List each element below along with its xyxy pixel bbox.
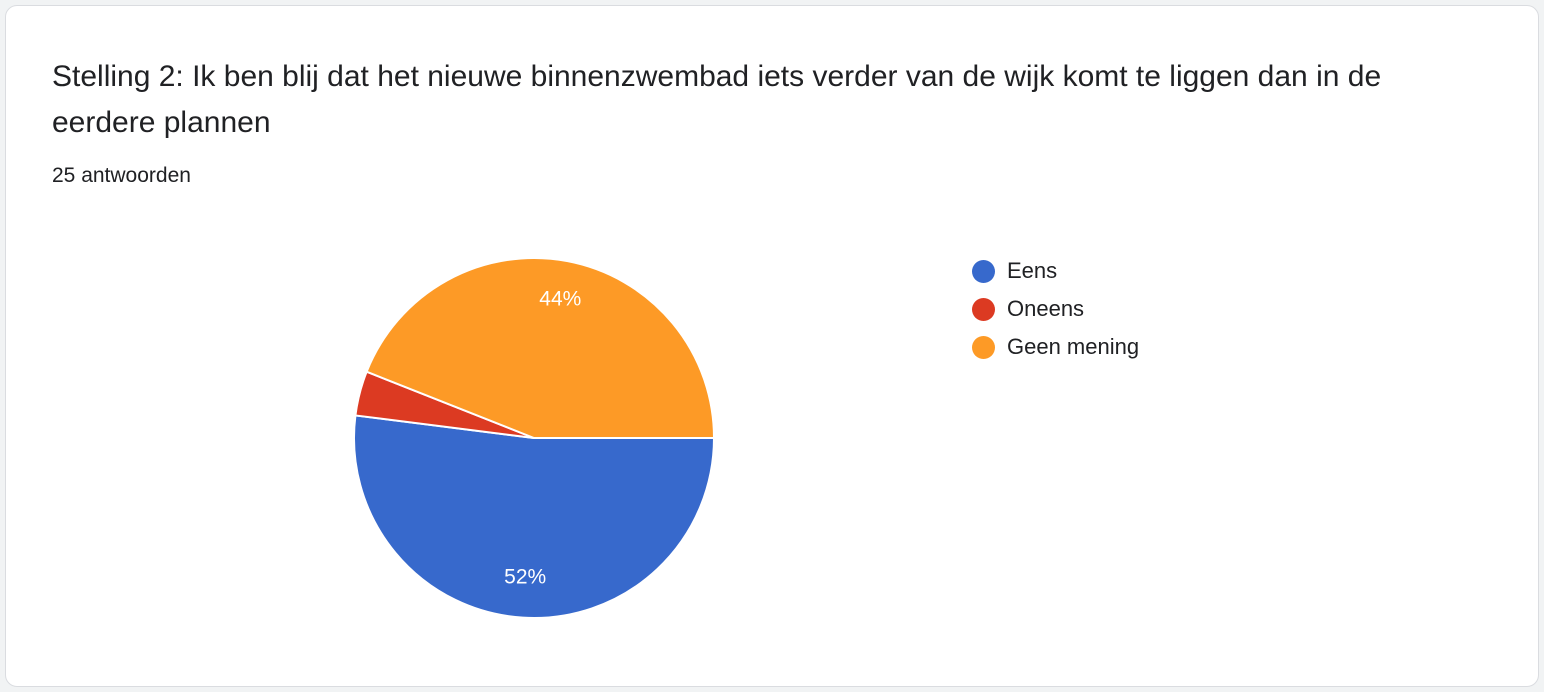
pie-slice-eens: [353, 414, 716, 619]
legend-label: Eens: [1007, 258, 1058, 283]
legend-item-eens: Eens: [972, 252, 1139, 290]
pie-slice-geen-mening: [365, 257, 716, 439]
legend-item-geen-mening: Geen mening: [972, 328, 1139, 366]
data-label-geen-mening: 44%: [539, 288, 581, 311]
legend-swatch: [972, 335, 995, 359]
chart-card: Stelling 2: Ik ben blij dat het nieuwe b…: [5, 5, 1539, 687]
response-count: 25 antwoorden: [52, 164, 191, 187]
legend-item-oneens: Oneens: [972, 290, 1139, 328]
data-label-eens: 52%: [504, 566, 546, 589]
chart-legend: Eens Oneens Geen mening: [972, 252, 1139, 366]
legend-label: Geen mening: [1007, 334, 1140, 359]
legend-label: Oneens: [1007, 296, 1085, 321]
legend-swatch: [972, 259, 995, 283]
chart-title: Stelling 2: Ik ben blij dat het nieuwe b…: [52, 60, 1382, 139]
legend-swatch: [972, 297, 995, 321]
